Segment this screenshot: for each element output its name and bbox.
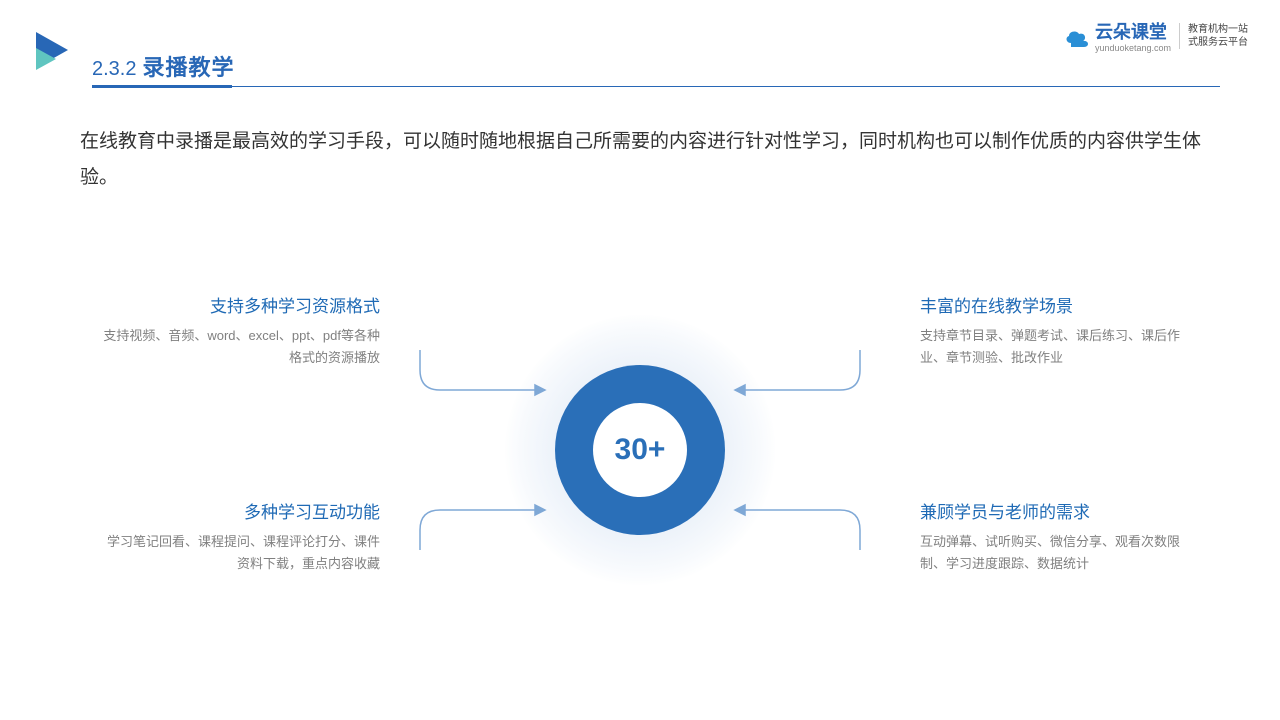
intro-paragraph: 在线教育中录播是最高效的学习手段，可以随时随地根据自己所需要的内容进行针对性学习… (80, 124, 1220, 196)
feature-diagram: 30+ 支持多种学习资源格式 支持视频、音频、word、excel、ppt、pd… (0, 260, 1280, 640)
feature-desc: 支持章节目录、弹题考试、课后练习、课后作业、章节测验、批改作业 (920, 325, 1200, 369)
cloud-icon (1063, 25, 1091, 47)
logo-subtext: yunduoketang.com (1095, 44, 1171, 53)
feature-top-right: 丰富的在线教学场景 支持章节目录、弹题考试、课后练习、课后作业、章节测验、批改作… (920, 292, 1200, 369)
feature-title: 兼顾学员与老师的需求 (920, 498, 1200, 523)
feature-desc: 学习笔记回看、课程提问、课程评论打分、课件资料下载，重点内容收藏 (100, 531, 380, 575)
section-number: 2.3.2 (92, 58, 136, 81)
title-underline (92, 86, 1220, 87)
section-title: 2.3.2 录播教学 (92, 50, 235, 82)
logo-name: 云朵课堂 (1095, 18, 1171, 44)
feature-title: 支持多种学习资源格式 (100, 292, 380, 317)
feature-desc: 互动弹幕、试听购买、微信分享、观看次数限制、学习进度跟踪、数据统计 (920, 531, 1200, 575)
logo-divider (1179, 23, 1180, 49)
play-triangle-icon (30, 28, 74, 77)
section-title-text: 录播教学 (142, 50, 234, 82)
feature-bottom-left: 多种学习互动功能 学习笔记回看、课程提问、课程评论打分、课件资料下载，重点内容收… (100, 498, 380, 575)
feature-bottom-right: 兼顾学员与老师的需求 互动弹幕、试听购买、微信分享、观看次数限制、学习进度跟踪、… (920, 498, 1200, 575)
feature-desc: 支持视频、音频、word、excel、ppt、pdf等各种格式的资源播放 (100, 325, 380, 369)
logo-tagline: 教育机构一站式服务云平台 (1188, 23, 1250, 49)
feature-title: 多种学习互动功能 (100, 498, 380, 523)
feature-top-left: 支持多种学习资源格式 支持视频、音频、word、excel、ppt、pdf等各种… (100, 292, 380, 369)
feature-title: 丰富的在线教学场景 (920, 292, 1200, 317)
logo-mark: 云朵课堂 yunduoketang.com (1063, 18, 1171, 53)
brand-logo: 云朵课堂 yunduoketang.com 教育机构一站式服务云平台 (1063, 18, 1250, 53)
